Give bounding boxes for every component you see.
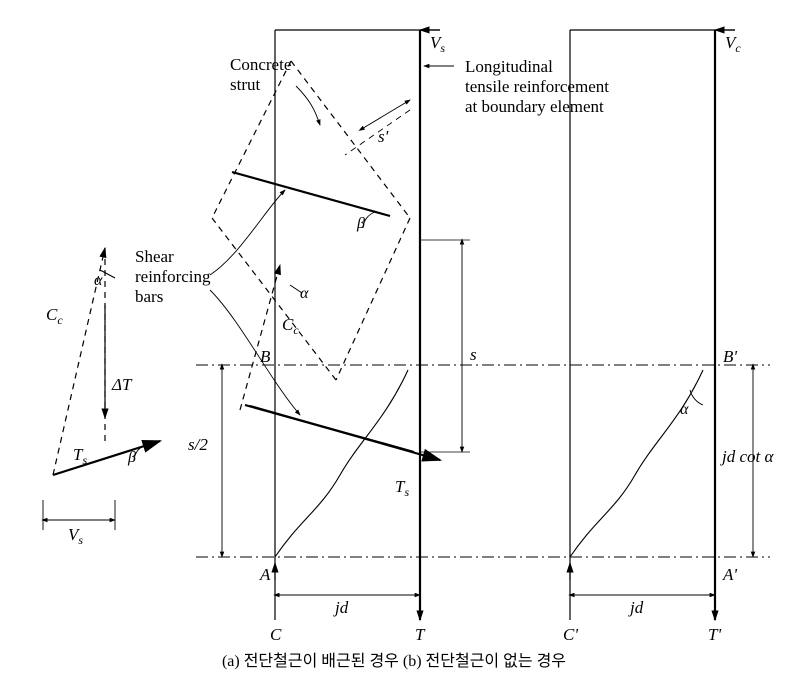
label-Ts-left: Ts [73, 445, 87, 467]
label-concrete-strut2b: strut [230, 75, 261, 94]
label-Tp: T' [708, 625, 721, 644]
label-B: B [260, 347, 271, 366]
label-Cc-left: Cc [46, 305, 63, 327]
label-s-prime: s' [378, 127, 389, 146]
label-s2: s/2 [188, 435, 208, 454]
label-Bp: B' [723, 347, 737, 366]
label-s: s [470, 345, 477, 364]
label-long1: Longitudinal [465, 57, 553, 76]
diagram-container: Cc α ΔT β Ts Vs Vs Concrete strut s' β S… [0, 0, 788, 679]
label-long2: tensile reinforcement [465, 77, 609, 96]
label-dT: ΔT [111, 375, 133, 394]
label-alpha-left: α [94, 272, 103, 289]
leader-concrete [296, 86, 320, 125]
label-C: C [270, 625, 282, 644]
leader-shear1 [210, 190, 285, 275]
label-shear3: bars [135, 287, 163, 306]
label-alpha-right: α [680, 401, 689, 418]
label-Ap: A' [722, 565, 737, 584]
label-A: A [259, 565, 271, 584]
label-concrete-strut: Concrete [230, 55, 291, 74]
label-alpha-mid: α [300, 285, 309, 302]
label-Vs-mid: Vs [430, 33, 445, 55]
label-beta-mid: β [356, 215, 365, 232]
label-Cp: C' [563, 625, 578, 644]
label-long3: at boundary element [465, 97, 604, 116]
caption: (a) 전단철근이 배근된 경우 (b) 전단철근이 없는 경우 [0, 647, 788, 671]
label-Cc-mid: Cc [282, 315, 299, 337]
label-Vc: Vc [725, 33, 741, 55]
label-jdcot: jd cot α [720, 447, 774, 466]
middle-wall [212, 30, 440, 620]
label-jd-mid: jd [333, 598, 349, 617]
leader-shear2 [210, 290, 300, 415]
right-wall [570, 30, 735, 620]
label-T: T [415, 625, 426, 644]
label-shear2: reinforcing [135, 267, 211, 286]
diagram-svg: Cc α ΔT β Ts Vs Vs Concrete strut s' β S… [0, 0, 788, 679]
label-Ts-mid: Ts [395, 477, 409, 499]
dim-s [420, 240, 470, 452]
label-shear: Shear [135, 247, 174, 266]
label-jd-right: jd [628, 598, 644, 617]
label-beta-left: β [127, 449, 136, 466]
label-Vs-left: Vs [68, 525, 83, 547]
